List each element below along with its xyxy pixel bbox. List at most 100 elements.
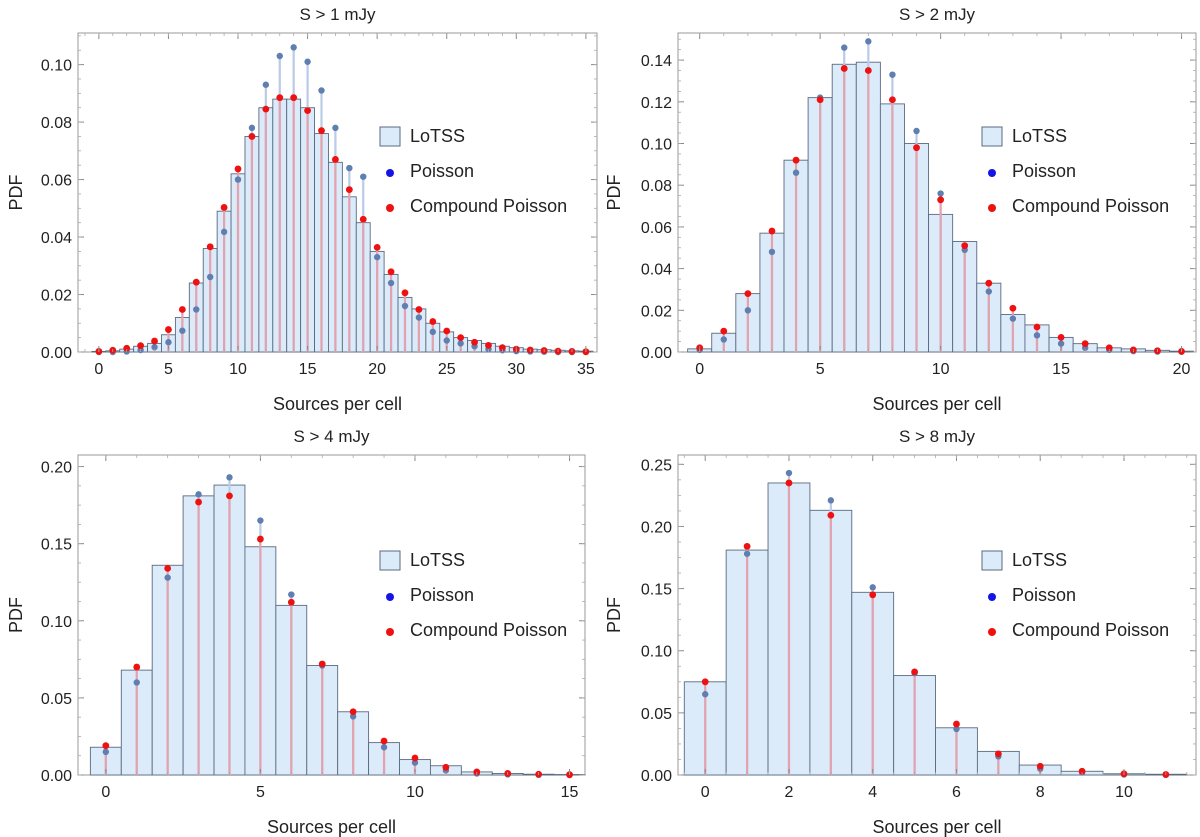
legend-poisson-marker xyxy=(988,169,996,177)
x-tick-label: 30 xyxy=(507,361,525,378)
poisson-point xyxy=(290,44,297,51)
x-tick-label: 35 xyxy=(577,361,595,378)
y-tick-label: 0.06 xyxy=(641,220,672,237)
compound-poisson-point xyxy=(137,342,145,350)
poisson-point xyxy=(193,306,200,313)
legend: LoTSS Poisson Compound Poisson xyxy=(981,126,1169,216)
y-tick-label: 0.05 xyxy=(641,706,672,723)
y-tick-label: 0.10 xyxy=(641,644,672,661)
y-tick-label: 0.00 xyxy=(41,768,72,785)
poisson-point xyxy=(151,343,158,351)
compound-poisson-point xyxy=(937,196,945,204)
legend-entry-label: Poisson xyxy=(1012,585,1076,605)
compound-poisson-point xyxy=(380,737,388,745)
poisson-point xyxy=(276,52,283,60)
x-tick-label: 5 xyxy=(256,784,265,801)
legend-compound-poisson-marker xyxy=(988,628,996,636)
compound-poisson-point xyxy=(220,204,228,211)
x-tick-label: 0 xyxy=(101,784,110,801)
y-tick-label: 0.08 xyxy=(41,115,72,132)
compound-poisson-point xyxy=(262,105,270,113)
x-tick-label: 8 xyxy=(1036,784,1045,801)
compound-poisson-point xyxy=(1036,762,1044,770)
compound-poisson-point xyxy=(164,564,172,572)
y-tick-label: 0.04 xyxy=(641,262,672,279)
poisson-point xyxy=(206,273,214,281)
compound-poisson-point xyxy=(256,535,264,543)
x-tick-label: 5 xyxy=(164,361,173,378)
legend-poisson-marker xyxy=(386,593,394,601)
poisson-point xyxy=(380,744,388,751)
y-tick-label: 0.00 xyxy=(641,345,672,362)
compound-poisson-point xyxy=(911,668,918,676)
x-tick-label: 4 xyxy=(868,784,877,801)
legend-entry-label: Compound Poisson xyxy=(410,196,567,216)
compound-poisson-point xyxy=(206,243,214,251)
poisson-point xyxy=(179,327,186,334)
poisson-point xyxy=(457,340,464,347)
compound-poisson-point xyxy=(102,742,110,750)
compound-poisson-point xyxy=(961,242,969,250)
poisson-point xyxy=(744,307,752,314)
legend-lotss-swatch xyxy=(981,126,1003,147)
poisson-point xyxy=(913,127,920,135)
compound-poisson-point xyxy=(498,344,506,352)
poisson-point xyxy=(443,337,450,344)
compound-poisson-point xyxy=(827,511,835,519)
compound-poisson-point xyxy=(151,337,158,345)
compound-poisson-point xyxy=(248,133,256,140)
compound-poisson-point xyxy=(429,318,437,325)
y-tick-label: 0.02 xyxy=(641,303,672,320)
legend-compound-poisson-marker xyxy=(988,204,996,212)
poisson-point xyxy=(195,491,202,498)
poisson-point xyxy=(401,302,409,310)
y-tick-label: 0.25 xyxy=(641,457,672,474)
compound-poisson-point xyxy=(290,94,298,102)
x-axis-label: Sources per cell xyxy=(267,817,396,837)
poisson-point xyxy=(373,253,381,261)
compound-poisson-point xyxy=(1081,340,1089,348)
y-tick-label: 0.05 xyxy=(41,691,72,708)
y-tick-label: 0.12 xyxy=(641,95,672,112)
poisson-point xyxy=(743,550,751,557)
compound-poisson-point xyxy=(816,96,824,104)
chart-panel-2: 0.00 0.02 0.04 0.06 0.08 0.10 0.12 0.14 0 5 10 15 20… xyxy=(604,5,1197,414)
x-tick-label: 2 xyxy=(785,784,794,801)
compound-poisson-point xyxy=(165,326,172,333)
compound-poisson-point xyxy=(485,341,492,349)
poisson-point xyxy=(257,517,264,524)
poisson-point xyxy=(164,574,171,581)
poisson-point xyxy=(1057,340,1065,347)
x-tick-label: 15 xyxy=(299,361,317,378)
compound-poisson-point xyxy=(994,750,1002,758)
compound-poisson-point xyxy=(1078,767,1086,775)
poisson-point xyxy=(226,474,233,481)
poisson-point xyxy=(411,759,419,766)
x-tick-label: 20 xyxy=(368,361,386,378)
compound-poisson-point xyxy=(1105,344,1113,352)
poisson-point xyxy=(415,314,423,321)
compound-poisson-point xyxy=(359,215,367,223)
x-axis-label: Sources per cell xyxy=(872,817,1001,837)
compound-poisson-point xyxy=(744,290,752,298)
legend-poisson-marker xyxy=(988,593,996,601)
poisson-point xyxy=(288,591,295,598)
legend-entry-label: Compound Poisson xyxy=(1012,196,1169,216)
poisson-point xyxy=(220,228,228,236)
poisson-point xyxy=(349,713,357,720)
legend-entry-label: LoTSS xyxy=(410,550,465,570)
y-tick-label: 0.10 xyxy=(641,137,672,154)
y-axis-label: PDF xyxy=(6,174,26,210)
y-tick-label: 0.04 xyxy=(41,230,72,247)
compound-poisson-point xyxy=(411,754,419,762)
poisson-point xyxy=(865,38,872,45)
x-tick-label: 15 xyxy=(1052,361,1070,378)
poisson-point xyxy=(248,124,256,132)
y-axis-label: PDF xyxy=(604,597,624,633)
y-tick-label: 0.02 xyxy=(41,288,72,305)
compound-poisson-point xyxy=(840,65,848,72)
x-tick-label: 5 xyxy=(816,361,825,378)
poisson-point xyxy=(792,169,800,176)
legend-lotss-swatch xyxy=(981,550,1003,571)
